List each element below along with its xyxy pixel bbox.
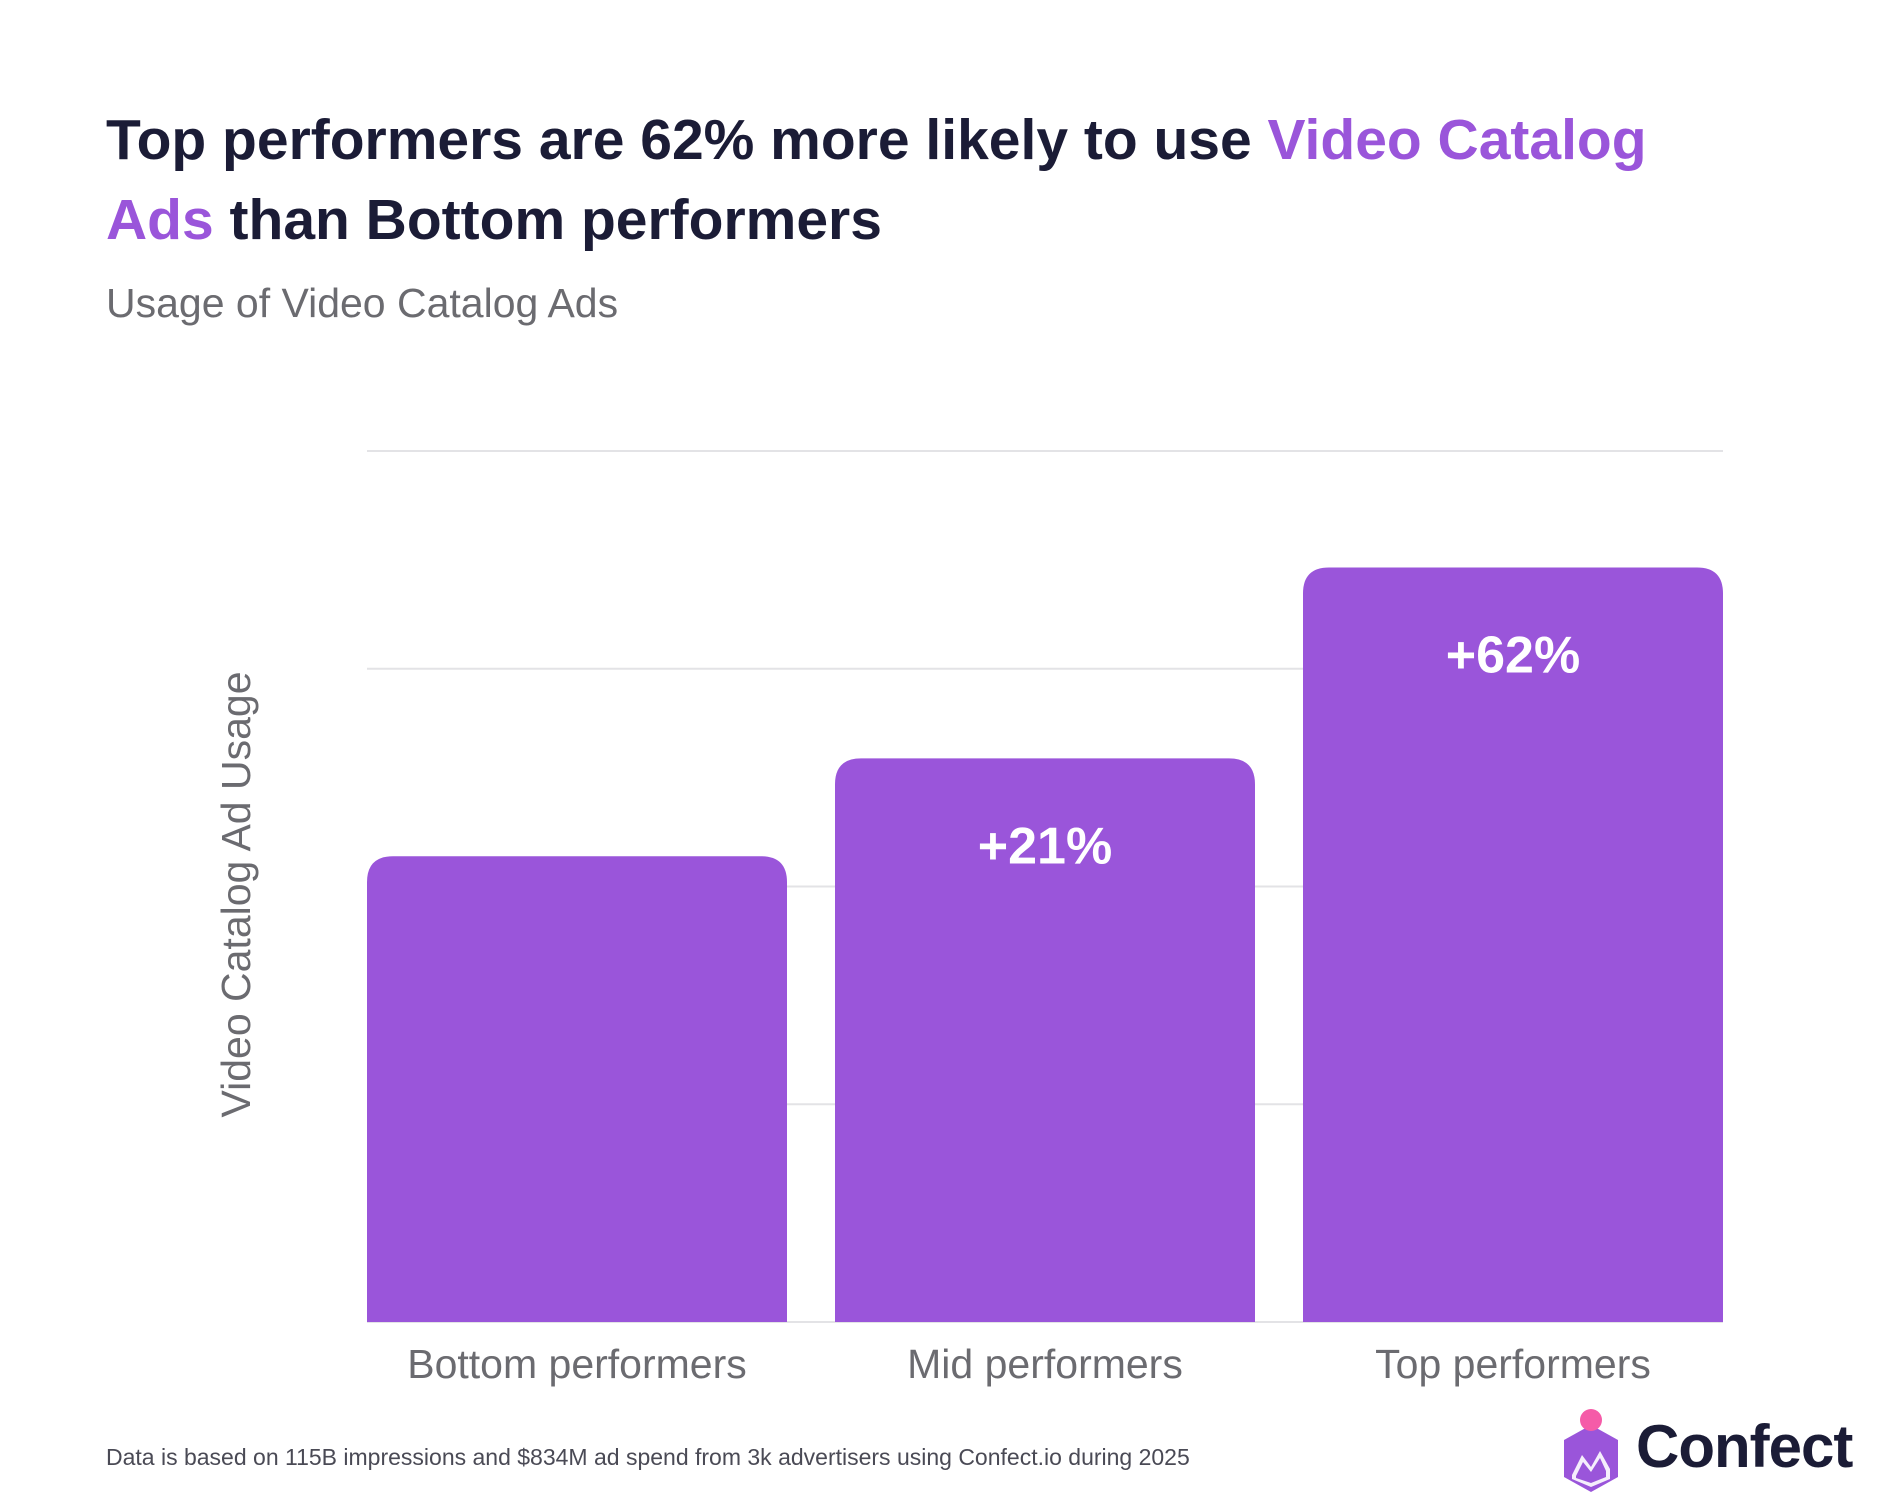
y-axis-label: Video Catalog Ad Usage (213, 671, 259, 1117)
bar-1 (367, 856, 787, 1322)
x-tick-label: Top performers (1375, 1341, 1651, 1387)
chart-title: Top performers are 62% more likely to us… (106, 100, 1806, 260)
x-tick-label: Bottom performers (407, 1341, 747, 1387)
bar-2 (835, 758, 1255, 1322)
title-highlight-1: Video Catalog (1267, 108, 1647, 172)
confect-logo-icon (1564, 1409, 1618, 1492)
x-tick-label: Mid performers (907, 1341, 1183, 1387)
confect-logo: Confect (1556, 1405, 1866, 1495)
title-highlight-2: Ads (106, 188, 214, 252)
bar-data-label: +62% (1446, 626, 1580, 684)
bar-data-label: +21% (978, 817, 1112, 875)
bars (367, 567, 1723, 1322)
chart-subtitle: Usage of Video Catalog Ads (106, 280, 619, 326)
title-part-1: Top performers are 62% more likely to us… (106, 108, 1268, 172)
labels: Bottom performers +21% Mid performers +62% T… (213, 626, 1651, 1387)
logo-wordmark: Confect (1636, 1413, 1853, 1480)
title-part-2: than Bottom performers (213, 188, 882, 252)
bar-3 (1303, 567, 1723, 1322)
data-source-note: Data is based on 115B impressions and $8… (106, 1444, 1190, 1470)
